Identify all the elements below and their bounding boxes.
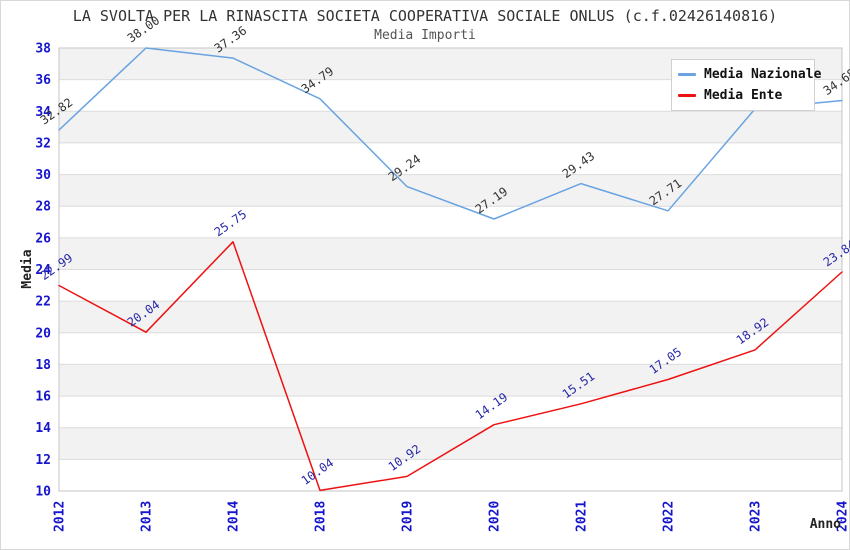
x-tick-label: 2019: [401, 501, 416, 532]
y-tick-label: 26: [35, 231, 51, 246]
y-tick-label: 16: [35, 390, 51, 405]
grid-band: [59, 301, 842, 333]
data-label: 38.00: [125, 13, 163, 45]
legend-swatch-ente-icon: [678, 94, 696, 97]
legend-label-nazionale: Media Nazionale: [704, 67, 822, 82]
grid-band: [59, 111, 842, 143]
x-tick-label: 2022: [662, 501, 677, 532]
grid-band: [59, 237, 842, 270]
y-tick-label: 22: [35, 295, 51, 310]
legend: Media Nazionale Media Ente: [671, 59, 821, 111]
y-tick-label: 18: [35, 358, 51, 373]
x-tick-label: 2023: [749, 501, 764, 532]
chart-subtitle: Media Importi: [374, 28, 476, 43]
x-tick-label: 2014: [227, 501, 242, 532]
legend-swatch-nazionale-icon: [678, 73, 696, 76]
series-line: [58, 47, 843, 220]
y-tick-label: 12: [35, 453, 51, 468]
y-tick-label: 24: [35, 263, 51, 278]
legend-label-ente: Media Ente: [704, 88, 783, 103]
grid-band: [59, 364, 842, 397]
y-tick-label: 38: [35, 42, 51, 57]
legend-item-media-ente: Media Ente: [678, 88, 808, 103]
x-tick-label: 2012: [53, 501, 68, 532]
y-tick-label: 28: [35, 200, 51, 215]
x-tick-label: 2013: [140, 501, 155, 532]
y-axis-label: Media: [20, 249, 35, 288]
x-tick-label: 2020: [488, 501, 503, 532]
y-tick-label: 30: [35, 168, 51, 183]
legend-item-media-nazionale: Media Nazionale: [678, 67, 821, 82]
x-tick-label: 2021: [575, 501, 590, 532]
chart-title: LA SVOLTA PER LA RINASCITA SOCIETA COOPE…: [72, 7, 778, 25]
y-tick-label: 34: [35, 105, 51, 120]
y-tick-label: 36: [35, 73, 51, 88]
y-tick-label: 20: [35, 326, 51, 341]
plot-border: [58, 47, 843, 492]
grid-band: [59, 174, 842, 207]
y-tick-label: 10: [35, 485, 51, 500]
x-tick-label: 2018: [314, 501, 329, 532]
x-tick-label: 2024: [836, 501, 850, 532]
data-label: 25.75: [212, 207, 250, 239]
series-line: [58, 241, 843, 492]
grid-band: [59, 427, 842, 460]
y-tick-label: 32: [35, 136, 51, 151]
y-tick-label: 14: [35, 421, 51, 436]
x-axis-label: Anno: [810, 517, 841, 532]
